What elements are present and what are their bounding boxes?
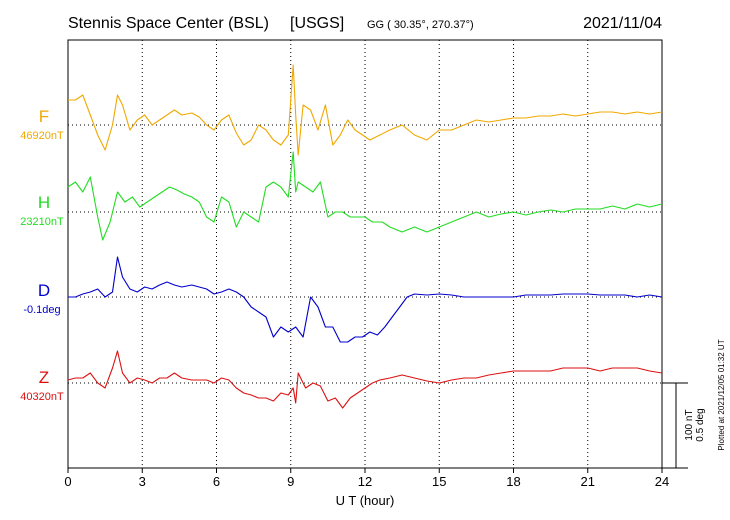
date-label: 2021/11/04 (583, 15, 662, 32)
x-tick-label: 6 (213, 474, 220, 489)
series-baseline-value-d: -0.1deg (23, 304, 60, 316)
series-label-h: H (38, 193, 50, 212)
scale-bar-deg-label: 0.5 deg (695, 408, 706, 441)
x-tick-label: 15 (432, 474, 446, 489)
plotted-timestamp: Plotted at 2021/12/05 01:32 UT (717, 339, 726, 450)
series-baseline-value-z: 40320nT (20, 391, 64, 403)
x-tick-label: 12 (358, 474, 372, 489)
x-tick-label: 24 (655, 474, 669, 489)
x-tick-label: 3 (139, 474, 146, 489)
series-baseline-value-f: 46920nT (20, 130, 64, 142)
series-label-f: F (39, 107, 49, 126)
scale-bar-nt-label: 100 nT (684, 409, 695, 440)
scale-bar: 100 nT 0.5 deg (662, 382, 706, 469)
series-line-z (67, 350, 663, 409)
coordinates-label: GG ( 30.35°, 270.37°) (367, 19, 474, 31)
series-label-d: D (38, 281, 50, 300)
x-tick-label: 0 (64, 474, 71, 489)
series-label-layer: F 46920nT H 23210nT D -0.1deg Z 40320nT (20, 107, 64, 403)
x-axis-title: U T (hour) (336, 493, 395, 508)
series-layer (67, 64, 663, 409)
series-label-z: Z (39, 368, 49, 387)
x-tick-label: 9 (287, 474, 294, 489)
x-tick-label: 21 (581, 474, 595, 489)
series-baseline-value-h: 23210nT (20, 216, 64, 228)
grid-layer (141, 40, 589, 468)
baseline-layer (68, 124, 662, 384)
station-title: Stennis Space Center (BSL) (68, 15, 269, 32)
x-tick-label: 18 (506, 474, 520, 489)
series-line-f (68, 64, 663, 156)
x-tick-layer: 0 3 6 9 12 15 18 21 24 (64, 468, 669, 489)
series-line-h (67, 151, 663, 241)
agency-label: [USGS] (290, 15, 344, 32)
series-line-d (68, 256, 663, 343)
